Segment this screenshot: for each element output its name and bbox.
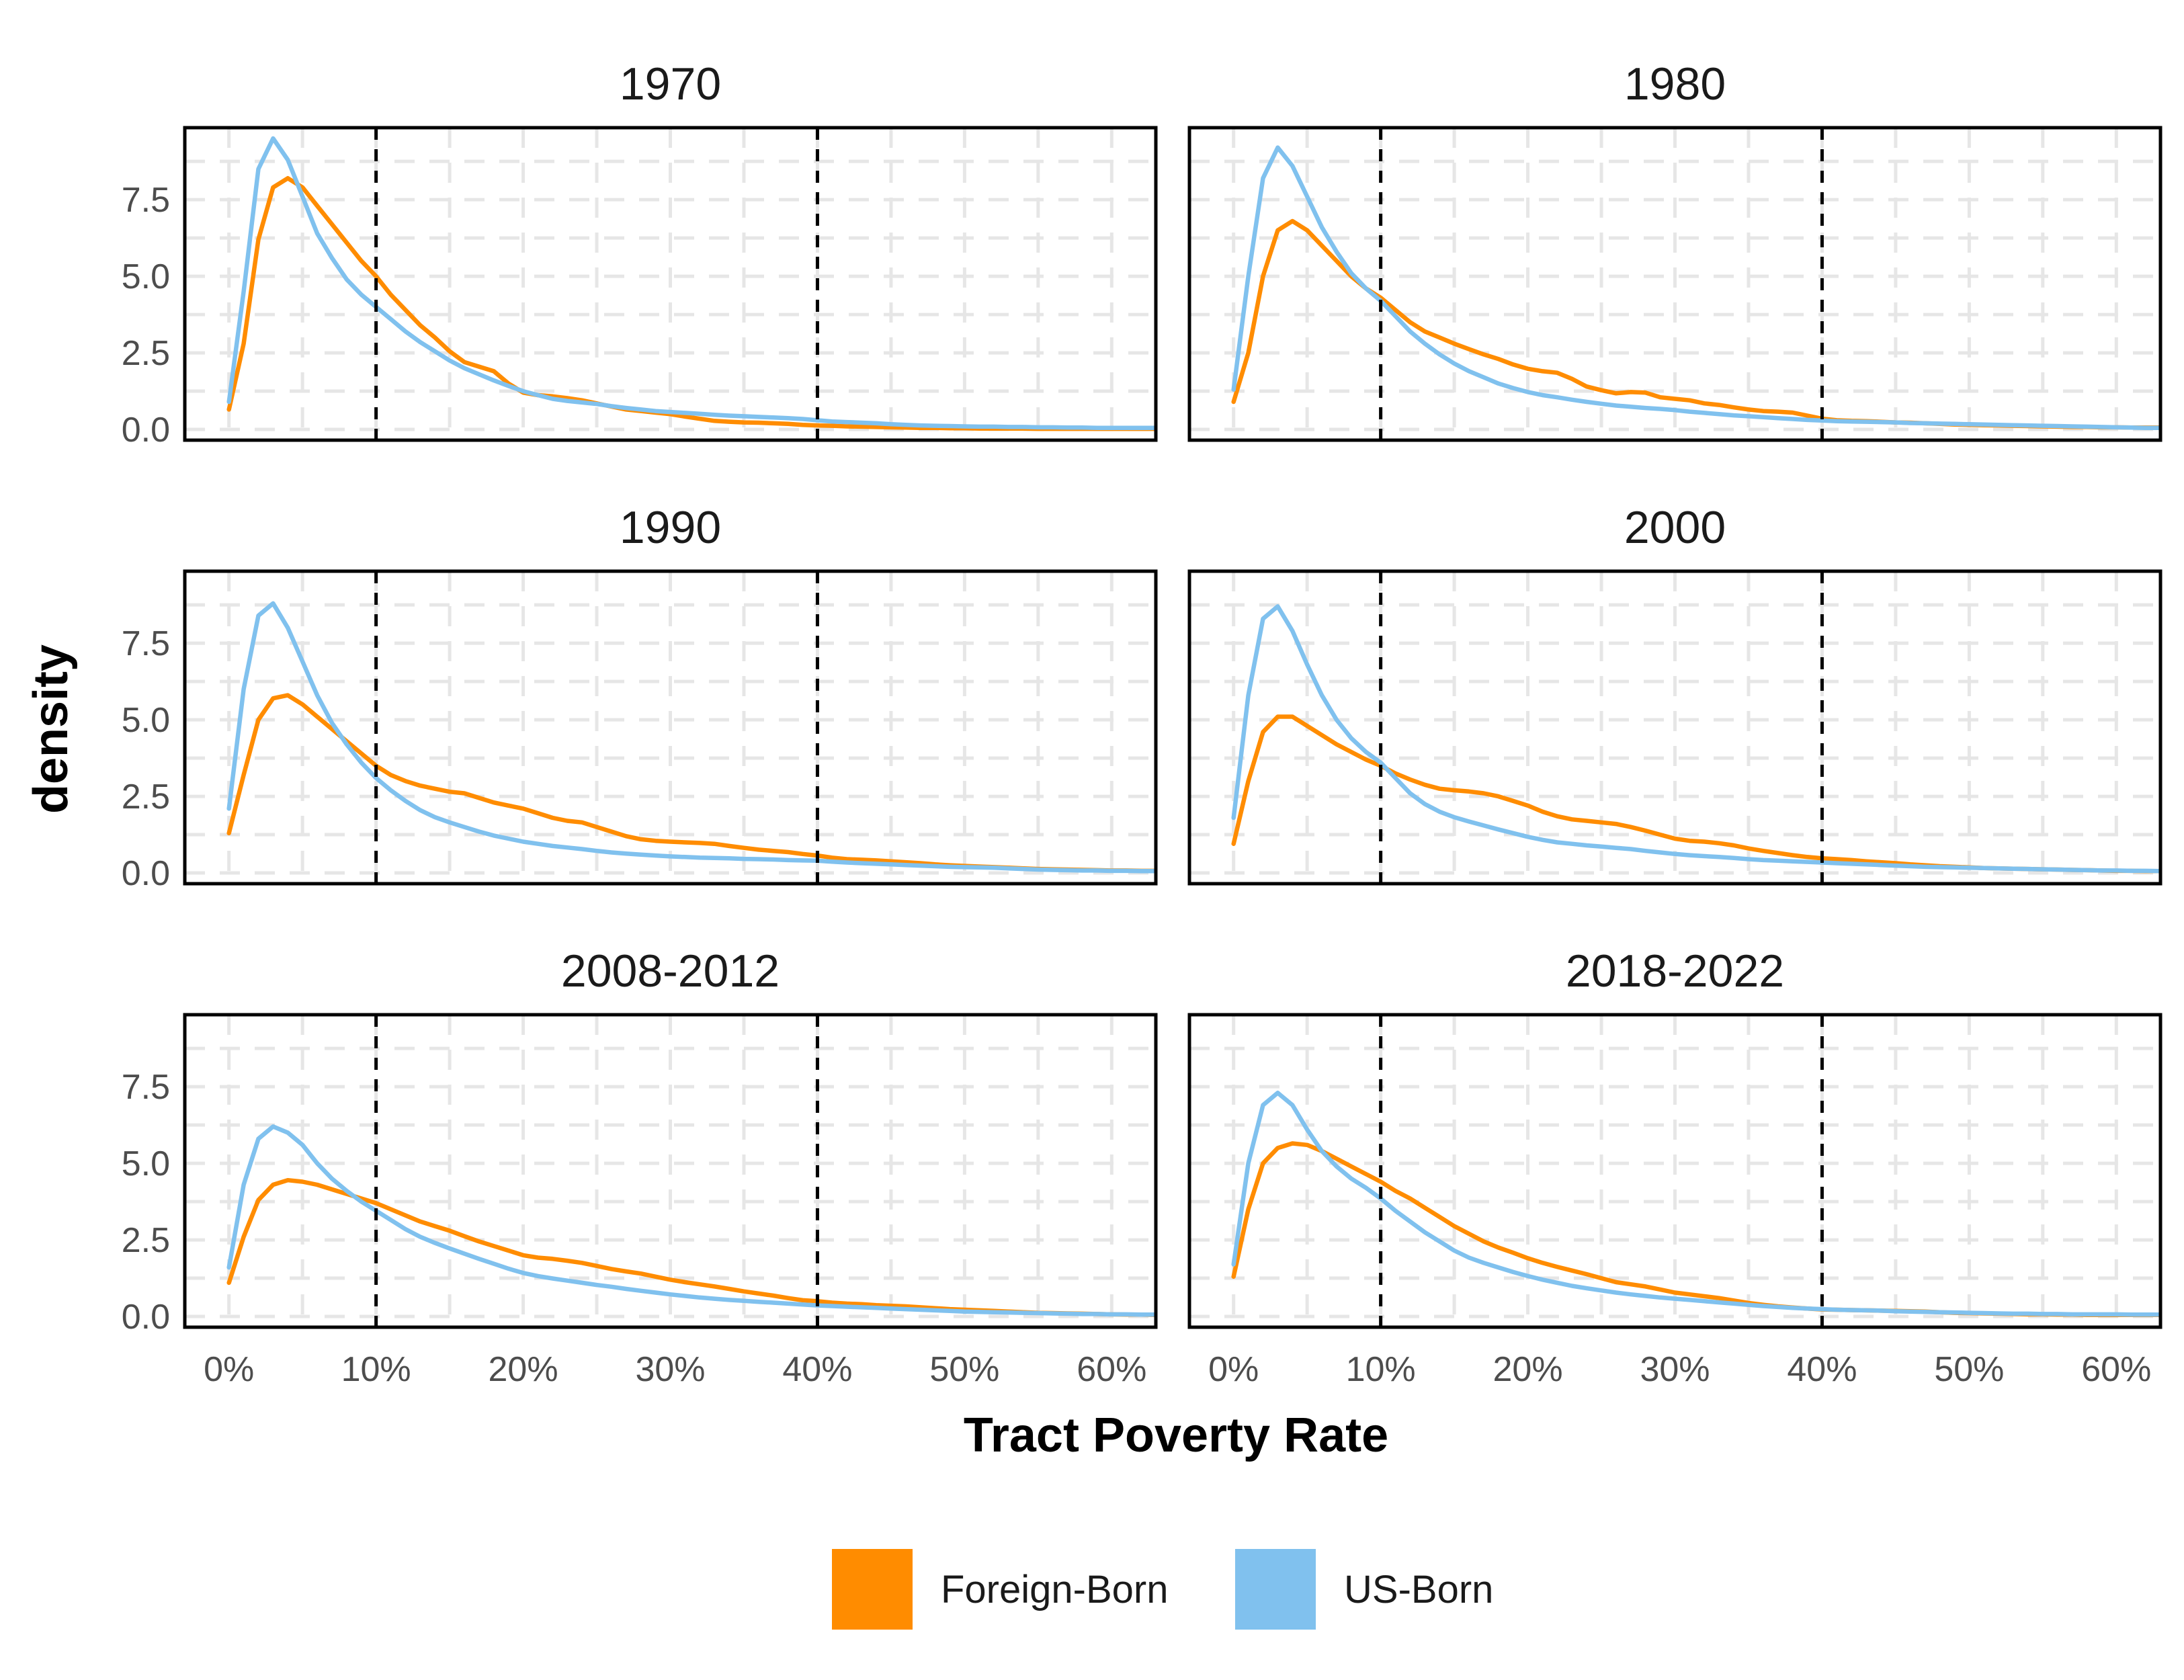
density-curves [226,601,1156,874]
series-us-born-line [226,136,1156,431]
series-foreign-born-line [226,693,1156,874]
gridlines [1189,1015,2160,1327]
panel-1970: 1970 0.0 2.5 5.0 7.5 [122,58,1158,450]
x-tick-label: 20% [489,1350,558,1389]
panel-frame [183,1013,1158,1329]
series-us-born-line [1231,145,2160,431]
y-tick-label: 5.0 [122,257,170,296]
panel-2000: 2000 [1187,502,2162,886]
density-curves [1231,604,2160,874]
series-us-born-line [1231,1091,2160,1317]
facet-title: 1980 [1624,58,1726,110]
x-tick-label: 0% [1208,1350,1259,1389]
y-tick-label: 2.5 [122,1221,170,1260]
series-foreign-born-line [1231,1141,2160,1318]
panel-2008-2012: 2008-2012 0.0 2.5 5.0 7.5 0% 10% 20% 30% 40% 50% 60… [122,946,1158,1389]
legend-label: US-Born [1344,1568,1493,1611]
panel-frame [183,569,1158,886]
x-tick-label: 10% [1346,1350,1416,1389]
panel-2018-2022: 2018-2022 0% 10% 20% 30% 40% 50% 60% [1187,946,2162,1389]
gridlines [1189,571,2160,884]
facet-title: 2008-2012 [561,946,780,997]
facet-title: 2018-2022 [1566,946,1784,997]
series-us-born-line [226,601,1156,874]
series-foreign-born-line [1231,218,2160,430]
legend: Foreign-Born US-Born [832,1549,1493,1630]
y-tick-label: 2.5 [122,778,170,816]
density-curves [226,136,1156,431]
facet-title: 1970 [620,58,721,110]
legend-item-foreign-born: Foreign-Born [832,1549,1168,1630]
x-tick-label: 50% [929,1350,999,1389]
facet-title: 2000 [1624,502,1726,553]
y-tick-label: 7.5 [122,624,170,663]
x-tick-label: 0% [204,1350,254,1389]
y-tick-label: 0.0 [122,854,170,893]
x-tick-label: 40% [1787,1350,1857,1389]
y-tick-label: 0.0 [122,1298,170,1337]
facet-title: 1990 [620,502,721,553]
x-tick-label: 10% [341,1350,411,1389]
y-tick-label: 7.5 [122,181,170,220]
panel-1980: 1980 [1187,58,2162,442]
y-axis-title: density [24,644,78,814]
gridlines [1189,128,2160,440]
x-tick-label: 50% [1934,1350,2004,1389]
x-tick-label: 30% [635,1350,705,1389]
x-axis-title: Tract Poverty Rate [964,1409,1388,1462]
density-curves [1231,1091,2160,1318]
panels: 1970 0.0 2.5 5.0 7.5 1980 1990 0.0 2.5 5.0 7.5 2000… [122,58,2162,1389]
y-tick-label: 5.0 [122,701,170,740]
series-us-born-line [1231,604,2160,874]
y-tick-label: 2.5 [122,334,170,373]
panel-frame [1187,1013,2162,1329]
x-tick-label: 20% [1493,1350,1563,1389]
x-tick-label: 30% [1640,1350,1710,1389]
gridlines [185,128,1156,440]
x-tick-label: 60% [1077,1350,1146,1389]
y-tick-label: 5.0 [122,1144,170,1183]
density-curves [1231,145,2160,431]
panel-frame [1187,126,2162,442]
panel-frame [1187,569,2162,886]
legend-label: Foreign-Born [941,1568,1168,1611]
legend-item-us-born: US-Born [1235,1549,1493,1630]
series-foreign-born-line [1231,714,2160,874]
legend-key [1235,1549,1316,1630]
series-us-born-line [226,1124,1156,1317]
y-tick-label: 7.5 [122,1068,170,1107]
density-curves [226,1124,1156,1318]
legend-key [832,1549,913,1630]
panel-frame [183,126,1158,442]
x-tick-label: 60% [2081,1350,2151,1389]
y-tick-label: 0.0 [122,411,170,450]
panel-1990: 1990 0.0 2.5 5.0 7.5 [122,502,1158,893]
x-tick-label: 40% [782,1350,852,1389]
